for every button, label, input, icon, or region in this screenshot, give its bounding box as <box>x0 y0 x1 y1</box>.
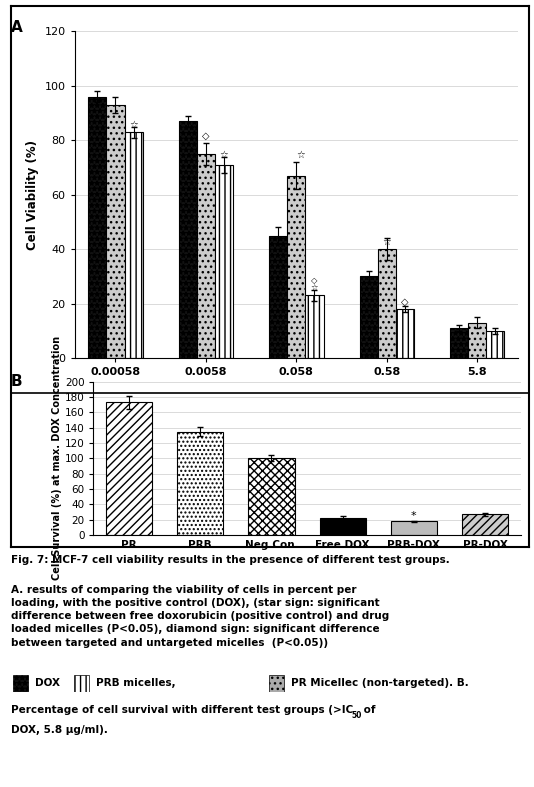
Bar <box>360 276 378 358</box>
Text: PRB micelles,: PRB micelles, <box>96 678 176 688</box>
Bar <box>248 458 295 535</box>
Text: DOX: DOX <box>35 678 60 688</box>
Text: Fig. 7: MCF-7 cell viability results in the presence of different test groups.: Fig. 7: MCF-7 cell viability results in … <box>11 555 450 565</box>
Bar <box>106 105 124 358</box>
Bar <box>74 675 89 693</box>
Bar <box>305 295 324 358</box>
Text: *: * <box>411 511 417 520</box>
Bar <box>486 331 505 358</box>
Text: Percentage of cell survival with different test groups (>IC: Percentage of cell survival with differe… <box>11 705 353 715</box>
Text: ◇: ◇ <box>202 131 210 140</box>
Bar <box>462 515 508 535</box>
Text: PR Micellec (non-targeted). B.: PR Micellec (non-targeted). B. <box>291 678 469 688</box>
X-axis label: Concentration (μg/ml): Concentration (μg/ml) <box>223 382 370 396</box>
Text: ☆: ☆ <box>129 120 138 129</box>
Bar <box>88 97 106 358</box>
Y-axis label: Cell Viability (%): Cell Viability (%) <box>26 140 39 249</box>
Text: ☆: ☆ <box>296 150 305 160</box>
Text: DOX, 5.8 μg/ml).: DOX, 5.8 μg/ml). <box>11 725 107 735</box>
Text: of: of <box>360 705 376 715</box>
Text: ◇: ◇ <box>401 297 409 306</box>
Bar <box>269 235 287 358</box>
Bar <box>177 431 223 535</box>
Bar <box>468 323 486 358</box>
Text: A: A <box>11 20 22 35</box>
Text: ☆: ☆ <box>219 150 229 160</box>
Bar <box>287 176 305 358</box>
Bar <box>106 402 152 535</box>
Text: B: B <box>11 374 22 389</box>
Bar <box>450 328 468 358</box>
Bar <box>378 249 396 358</box>
Text: ◇
☆: ◇ ☆ <box>311 276 318 293</box>
Bar <box>124 132 143 358</box>
Y-axis label: Cell Survival (%) at max. DOX Concentration: Cell Survival (%) at max. DOX Concentrat… <box>52 336 62 581</box>
Bar <box>396 309 414 358</box>
Bar <box>319 518 366 535</box>
Text: ☆: ☆ <box>382 237 391 246</box>
Bar <box>197 154 215 358</box>
Bar <box>13 675 28 693</box>
Text: A. results of comparing the viability of cells in percent per
loading, with the : A. results of comparing the viability of… <box>11 585 389 648</box>
Bar <box>269 675 284 693</box>
Bar <box>179 121 197 358</box>
Text: 50: 50 <box>351 711 362 719</box>
Bar <box>391 521 437 535</box>
Bar <box>215 164 233 358</box>
